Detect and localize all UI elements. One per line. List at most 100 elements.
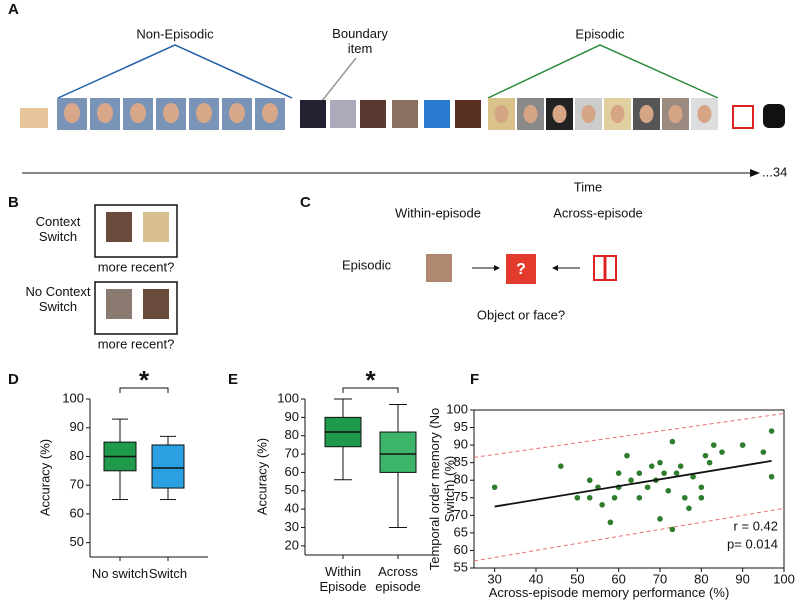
pair-box [94,281,178,335]
query-box [506,254,536,284]
x-tick-label: 90 [735,571,749,586]
object-image [330,100,356,128]
point [719,449,725,455]
face [196,103,212,123]
point [615,470,622,477]
point [611,494,618,501]
face-image [106,212,132,242]
point [636,470,643,477]
point [768,473,775,480]
y-tick-label: 50 [285,482,299,497]
point [706,459,713,466]
y-tick-label: 75 [454,489,468,504]
bag-image [763,104,785,128]
y-axis-label: Accuracy (%) [254,437,270,516]
y-tick-label: 80 [70,448,84,463]
pair-box [94,204,178,258]
x-tick-label: Within Episode [319,564,367,594]
face [523,105,538,123]
point [624,452,630,459]
face [262,103,278,123]
condition-label: Context Switch [35,214,81,244]
y-tick-label: 20 [285,537,299,552]
point [677,463,684,469]
x-tick-label: Switch [148,566,188,581]
significance-mark: * [139,365,150,395]
point [760,449,767,455]
point [657,459,663,466]
face [494,105,509,123]
group-label: Non-Episodic [136,26,214,41]
y-tick-label: 30 [285,519,299,534]
panel-label: C [300,194,311,211]
significance-bracket [342,387,399,393]
column-label: Across-episode [553,205,643,220]
y-tick-label: 55 [454,559,468,574]
face-image [106,289,132,319]
plot-frame [473,409,785,569]
axis-label: Time [574,179,602,194]
x-tick-label: 50 [570,571,584,586]
point [586,477,593,484]
stimuli [20,98,785,319]
point [682,494,688,501]
point [574,494,581,501]
object-image [300,100,326,128]
y-tick-label: 40 [285,501,299,516]
x-tick-label: Across episode [375,564,421,594]
y-tick-label: 80 [285,427,299,442]
y-tick-label: 95 [454,419,468,434]
y-tick-label: 80 [454,472,468,487]
box [379,431,417,473]
confidence-line [473,507,785,562]
row-label: Episodic [342,257,392,272]
object-image [360,100,386,128]
y-tick-label: 60 [454,542,468,557]
face [581,105,596,123]
y-tick-label: 100 [277,390,299,405]
point [686,505,692,512]
y-tick-label: 50 [70,534,84,549]
x-tick-label: No switch [91,566,149,581]
y-tick-label: 100 [446,401,468,416]
point [599,502,605,508]
panel-label: B [8,194,19,211]
object-image [20,108,48,128]
point [698,484,705,491]
point [636,494,643,501]
x-tick-label: 60 [611,571,625,586]
y-tick-label: 60 [70,505,84,520]
arrow-head [494,265,500,271]
group-label: Episodic [575,26,625,41]
gift-image [732,105,754,129]
face [610,105,625,123]
face [163,103,179,123]
panel-label: A [8,1,19,18]
boundary-label: Boundary item [332,26,388,56]
y-tick-label: 100 [62,390,84,405]
object-image [424,100,450,128]
y-tick-label: 65 [454,524,468,539]
group-bracket [487,44,719,99]
point [702,452,709,459]
panel-label: E [228,371,238,388]
arrow-head [750,169,760,177]
panel-label: D [8,371,19,388]
object-image [392,100,418,128]
face [130,103,146,123]
point [669,438,676,445]
y-tick-label: 70 [70,477,84,492]
point [657,516,663,522]
y-tick-label: 85 [454,454,468,469]
condition-label: No Context Switch [25,284,91,314]
point [491,484,498,491]
y-tick-label: 70 [454,507,468,522]
point [648,463,655,469]
axis-end: ...34 [762,164,787,179]
face [668,105,683,123]
point [739,442,746,448]
y-axis-label: Accuracy (%) [37,438,53,517]
point [644,484,651,491]
